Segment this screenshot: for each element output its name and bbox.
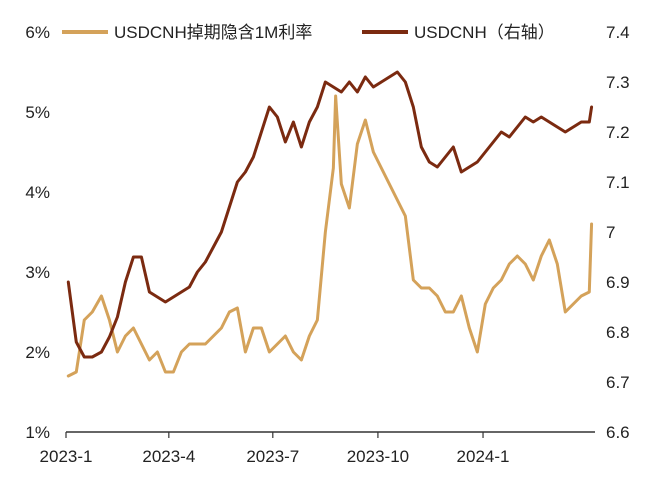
right-tick-label-0: 6.6 [606, 423, 630, 442]
left-tick-label-3: 4% [25, 183, 50, 202]
x-tick-label-0: 2023-1 [40, 447, 93, 466]
left-tick-label-5: 6% [25, 23, 50, 42]
x-tick-label-1: 2023-4 [142, 447, 195, 466]
right-tick-label-6: 7.2 [606, 123, 630, 142]
left-axis-ticks: 1% 2% 3% 4% 5% 6% [25, 23, 50, 442]
legend-label-rate: USDCNH掉期隐含1M利率 [114, 23, 312, 42]
right-tick-label-2: 6.8 [606, 323, 630, 342]
legend: USDCNH掉期隐含1M利率 USDCNH（右轴） [62, 23, 555, 42]
left-tick-label-2: 3% [25, 263, 50, 282]
right-tick-label-8: 7.4 [606, 23, 630, 42]
series-layer [66, 70, 594, 378]
x-tick-label-3: 2023-10 [347, 447, 409, 466]
left-tick-label-1: 2% [25, 343, 50, 362]
right-axis-ticks: 6.6 6.7 6.8 6.9 7 7.1 7.2 7.3 7.4 [606, 23, 630, 442]
right-tick-label-4: 7 [606, 223, 615, 242]
x-tick-label-2: 2023-7 [246, 447, 299, 466]
left-tick-label-4: 5% [25, 103, 50, 122]
right-tick-label-1: 6.7 [606, 373, 630, 392]
right-tick-label-7: 7.3 [606, 73, 630, 92]
x-tick-label-4: 2024-1 [457, 447, 510, 466]
x-axis-ticks: 2023-1 2023-4 2023-7 2023-10 2024-1 [40, 432, 510, 466]
right-tick-label-3: 6.9 [606, 273, 630, 292]
left-tick-label-0: 1% [25, 423, 50, 442]
series-line-1 [66, 70, 594, 359]
series-line-0 [66, 94, 594, 378]
legend-label-usdcnh: USDCNH（右轴） [414, 23, 555, 42]
right-tick-label-5: 7.1 [606, 173, 630, 192]
